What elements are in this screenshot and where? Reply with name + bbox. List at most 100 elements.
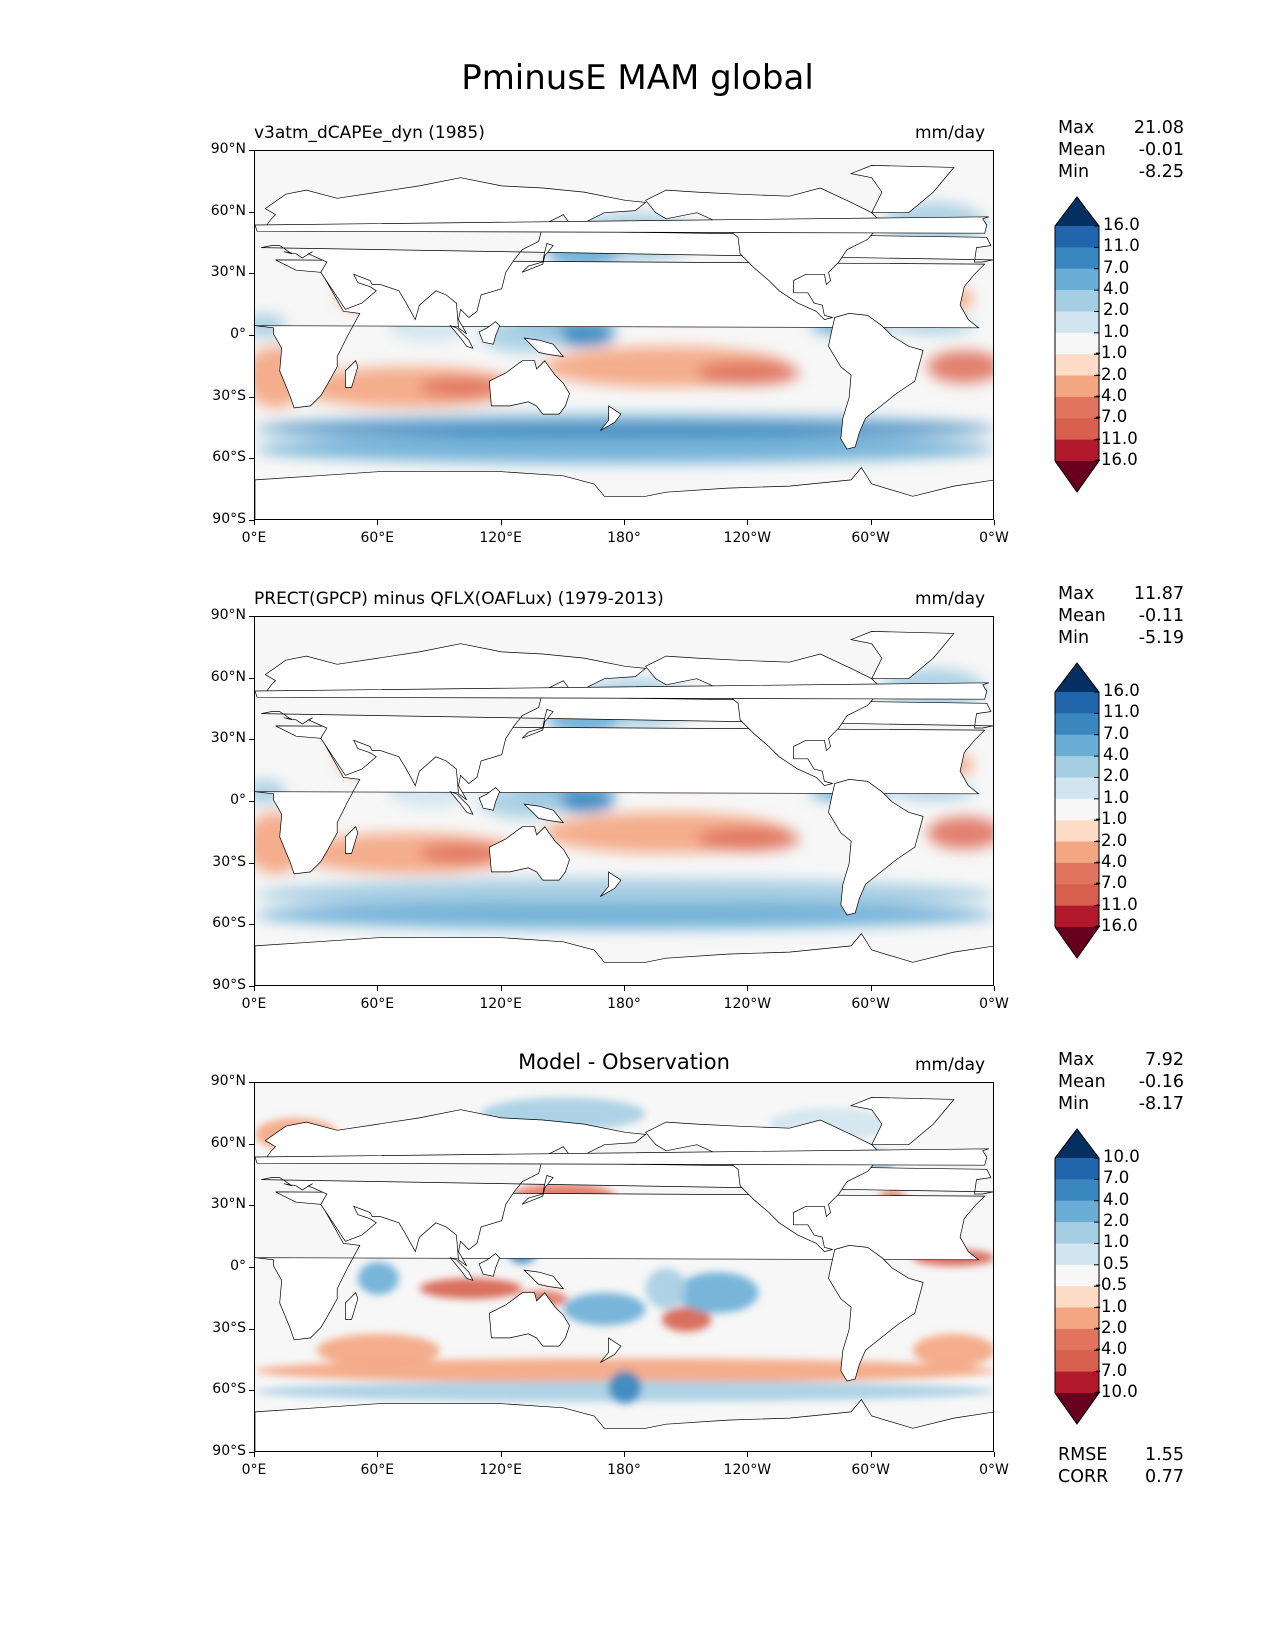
field-blob <box>553 325 615 347</box>
stat-value: -0.01 <box>1138 140 1184 160</box>
stat-row: Max 21.08 <box>1058 117 1184 139</box>
stat-row: Mean -0.01 <box>1058 139 1184 161</box>
y-tick-label: 90°S <box>212 977 246 993</box>
colorbar-extend-max <box>1055 663 1099 692</box>
colorbar-band <box>1055 1286 1099 1309</box>
stat-value: -0.16 <box>1138 1072 1184 1092</box>
coastline-layer <box>255 631 993 985</box>
x-tick-label: 120°E <box>479 1462 522 1478</box>
colorbar-band <box>1055 354 1099 377</box>
colorbar-band <box>1055 692 1099 714</box>
x-tick-label: 120°W <box>723 1462 772 1478</box>
colorbar-label: -1.0 <box>1095 809 1128 829</box>
japan-land <box>521 1175 554 1205</box>
field-blob <box>676 1272 759 1314</box>
field-blob <box>357 1261 399 1295</box>
stat-label: Mean <box>1058 140 1106 160</box>
y-tick-mark <box>249 273 254 275</box>
field-blob <box>696 826 800 852</box>
map-svg <box>255 1097 993 1451</box>
colorbar-band <box>1055 396 1099 419</box>
x-tick-label: 0°W <box>979 530 1009 546</box>
y-tick-mark <box>249 1143 254 1145</box>
y-tick-label: 60°N <box>210 1134 246 1151</box>
x-tick-label: 0°W <box>979 1462 1009 1478</box>
colorbar-label: 1.0 <box>1103 1232 1130 1252</box>
y-tick-mark <box>249 520 254 521</box>
colorbar-1 <box>1054 662 1100 963</box>
colorbar-label: 11.0 <box>1103 236 1140 256</box>
stats-box: Max 11.87 Mean -0.11 Min -5.19 <box>1058 583 1184 649</box>
colorbar-label: -7.0 <box>1095 1360 1128 1380</box>
stat-label: Min <box>1058 1094 1090 1114</box>
y-tick-label: 60°S <box>212 449 246 466</box>
y-tick-label: 90°N <box>210 141 246 157</box>
colorbar-label: 4.0 <box>1103 1189 1130 1209</box>
stat-value: -5.19 <box>1138 628 1184 648</box>
colorbar-svg <box>1054 196 1100 493</box>
y-tick-label: 30°N <box>210 1196 246 1213</box>
y-tick-mark <box>249 335 254 336</box>
map-panel-difference <box>254 1082 994 1452</box>
colorbar-extend-min <box>1055 461 1099 492</box>
colorbar-band <box>1055 332 1099 355</box>
colorbar-band <box>1055 798 1099 821</box>
x-tick-label: 0°E <box>241 530 267 546</box>
colorbar-extend-min <box>1055 927 1099 958</box>
colorbar-label: 2.0 <box>1103 1211 1130 1231</box>
colorbar-band <box>1055 734 1099 757</box>
colorbar-label: -2.0 <box>1095 1317 1128 1337</box>
field-blob <box>419 1278 523 1299</box>
coastline-layer <box>255 165 993 519</box>
x-tick-label: 0°E <box>241 1462 267 1478</box>
colorbar-band <box>1055 820 1099 843</box>
y-tick-label: 30°S <box>212 853 246 870</box>
colorbar-band <box>1055 1371 1099 1394</box>
new-guinea-land <box>523 337 565 358</box>
field-blob <box>662 1307 712 1332</box>
x-tick-mark <box>624 520 625 525</box>
x-tick-label: 60°E <box>360 530 395 546</box>
colorbar-label: 11.0 <box>1103 702 1140 722</box>
greenland-land <box>849 631 955 680</box>
y-tick-label: 60°S <box>212 1381 246 1398</box>
colorbar-band <box>1055 418 1099 441</box>
new-guinea-land <box>523 1269 565 1290</box>
antarctica-land <box>255 1399 993 1451</box>
new-guinea-land <box>523 803 565 824</box>
colorbar-label: 1.0 <box>1103 787 1130 807</box>
map-svg <box>255 165 993 519</box>
y-tick-label: 30°N <box>210 730 246 747</box>
stat-row: Min -8.25 <box>1058 161 1184 183</box>
colorbar-label: -7.0 <box>1095 873 1128 893</box>
uk-land <box>255 1148 989 1166</box>
colorbar-band <box>1055 713 1099 736</box>
stat-value: 21.08 <box>1133 118 1184 138</box>
colorbar-label: 7.0 <box>1103 257 1130 277</box>
x-tick-mark <box>254 986 255 991</box>
field-blob <box>316 1333 440 1367</box>
eurasia-land <box>261 177 993 335</box>
stat-row: Mean -0.16 <box>1058 1071 1184 1093</box>
field-blob <box>255 886 993 903</box>
stats-box: Max 7.92 Mean -0.16 Min -8.17 <box>1058 1049 1184 1115</box>
south-america-land <box>828 779 924 916</box>
x-tick-mark <box>377 1452 379 1457</box>
colorbar-band <box>1055 311 1099 334</box>
y-tick-label: 60°N <box>210 202 246 219</box>
sumatra-land <box>449 790 474 815</box>
colorbar-label: -16.0 <box>1095 450 1138 469</box>
x-tick-mark <box>500 520 502 525</box>
y-tick-mark <box>249 986 254 987</box>
x-tick-mark <box>994 1452 995 1457</box>
y-tick-label: 90°S <box>212 511 246 527</box>
figure-title: PminusE MAM global <box>461 58 814 98</box>
colorbar-band <box>1055 439 1099 462</box>
field-blob <box>696 360 800 386</box>
colorbar-label: -0.5 <box>1095 1275 1128 1295</box>
stat-label: CORR <box>1058 1467 1109 1487</box>
colorbar-extend-max <box>1055 1129 1099 1158</box>
y-tick-label: 60°S <box>212 915 246 932</box>
x-tick-label: 120°W <box>723 996 772 1012</box>
stat-row: Max 7.92 <box>1058 1049 1184 1071</box>
